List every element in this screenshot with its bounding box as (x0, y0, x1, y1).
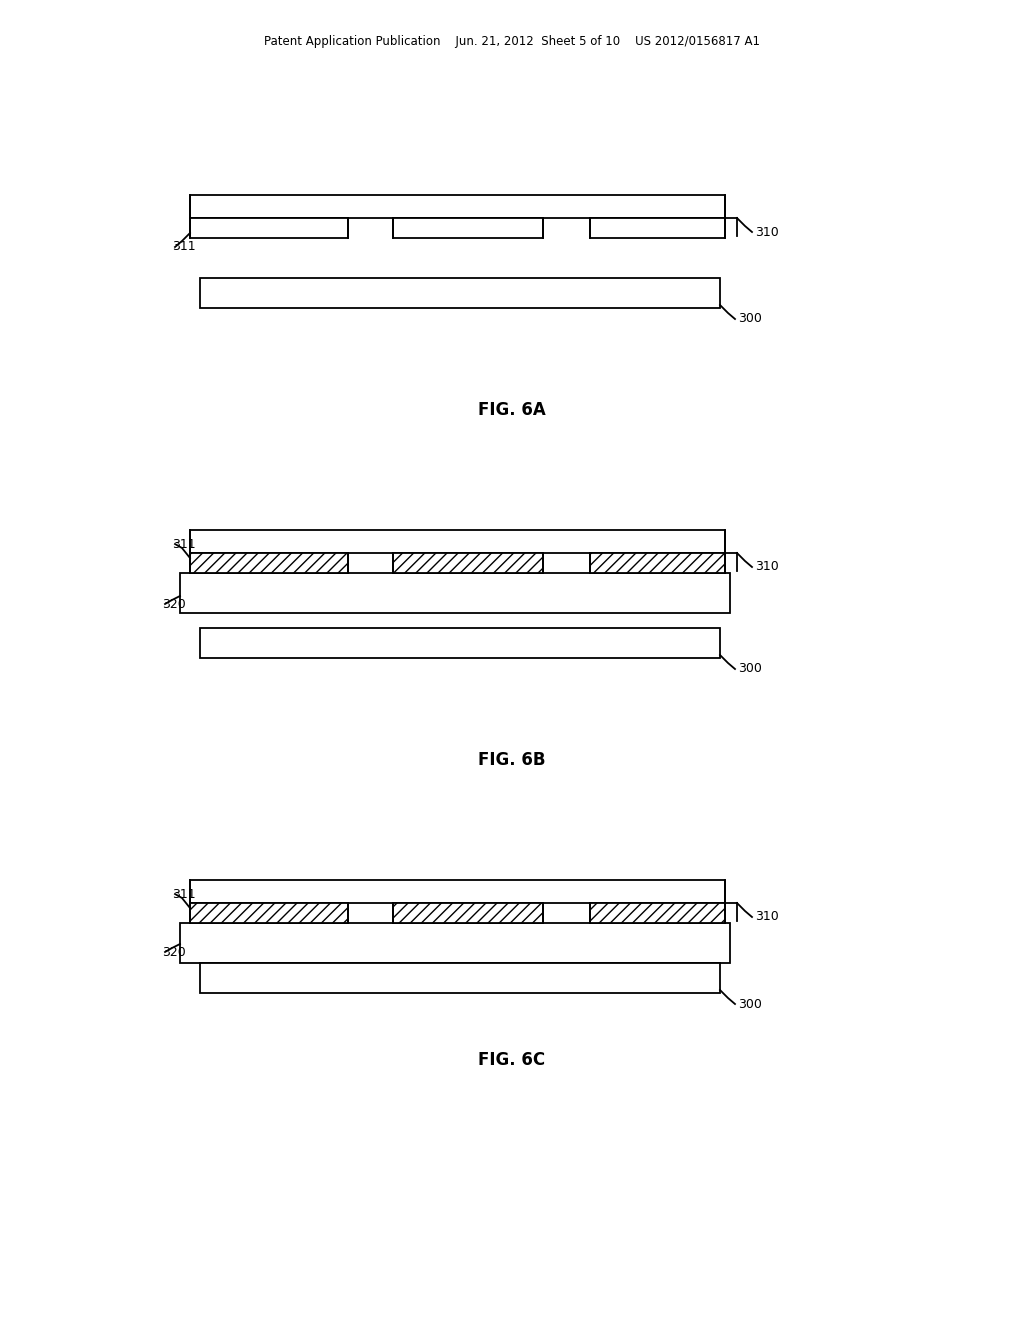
Bar (190, 195, 725, 218)
Text: 310: 310 (755, 911, 778, 924)
Text: 311: 311 (172, 240, 196, 253)
Text: 320: 320 (162, 945, 185, 958)
Bar (190, 880, 725, 903)
Bar (180, 573, 730, 612)
Bar (590, 218, 725, 238)
Bar (393, 218, 543, 238)
Text: Patent Application Publication    Jun. 21, 2012  Sheet 5 of 10    US 2012/015681: Patent Application Publication Jun. 21, … (264, 36, 760, 49)
Text: FIG. 6A: FIG. 6A (478, 401, 546, 418)
Bar (200, 628, 720, 657)
Bar (590, 903, 725, 923)
Bar (190, 903, 348, 923)
Bar (200, 279, 720, 308)
Bar (590, 553, 725, 573)
Text: 310: 310 (755, 561, 778, 573)
Bar (190, 218, 348, 238)
Text: 300: 300 (738, 663, 762, 676)
Text: 320: 320 (162, 598, 185, 610)
Bar (180, 923, 730, 964)
Text: 311: 311 (172, 887, 196, 900)
Bar (190, 531, 725, 553)
Bar (190, 553, 348, 573)
Text: 311: 311 (172, 537, 196, 550)
Text: 300: 300 (738, 998, 762, 1011)
Text: FIG. 6B: FIG. 6B (478, 751, 546, 770)
Text: FIG. 6C: FIG. 6C (478, 1051, 546, 1069)
Bar (393, 903, 543, 923)
Text: 300: 300 (738, 313, 762, 326)
Bar (393, 553, 543, 573)
Text: 310: 310 (755, 226, 778, 239)
Bar (200, 964, 720, 993)
